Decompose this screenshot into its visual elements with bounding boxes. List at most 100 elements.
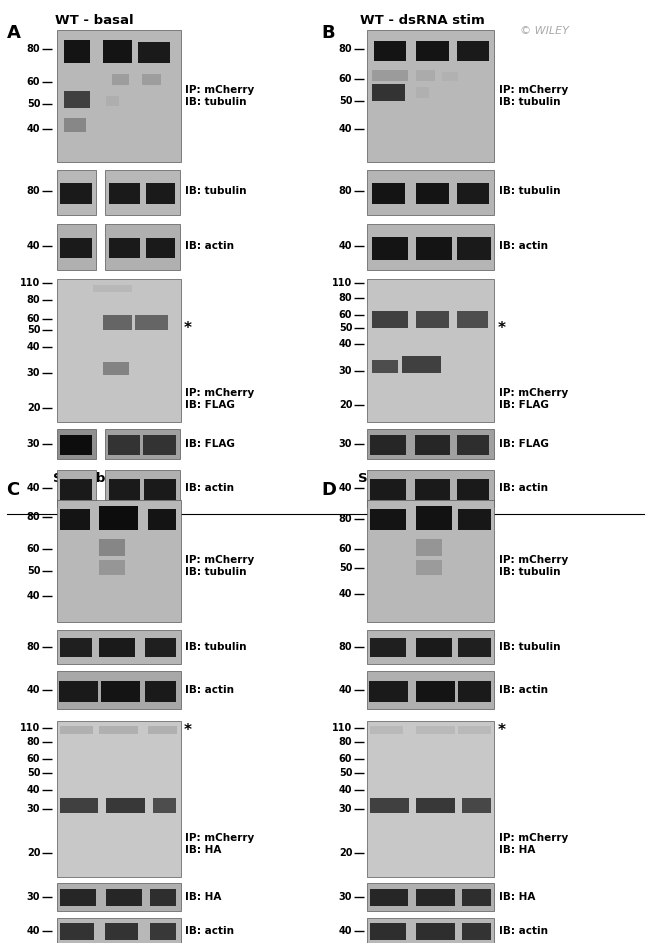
Text: IB: actin: IB: actin — [185, 926, 234, 935]
Text: IB: HA: IB: HA — [185, 892, 222, 902]
Text: *: * — [184, 321, 192, 336]
Text: IB: FLAG: IB: FLAG — [499, 439, 549, 449]
Bar — [105, 170, 180, 215]
Text: 30: 30 — [339, 366, 352, 375]
Bar — [370, 798, 410, 813]
Text: 40: 40 — [339, 241, 352, 251]
Text: 80: 80 — [27, 642, 40, 652]
Text: 40: 40 — [339, 339, 352, 349]
Bar — [109, 183, 140, 204]
Bar — [60, 238, 92, 258]
Bar — [153, 798, 176, 813]
Bar — [60, 889, 96, 906]
Bar — [135, 315, 168, 330]
Bar — [416, 889, 455, 906]
Text: S6E - basal: S6E - basal — [53, 472, 136, 485]
Text: WT - basal: WT - basal — [55, 14, 133, 27]
Text: 20: 20 — [339, 849, 352, 858]
Bar — [367, 883, 494, 911]
Bar — [64, 40, 90, 63]
Bar — [99, 506, 138, 530]
Bar — [60, 726, 93, 734]
Bar — [150, 889, 176, 906]
Text: 60: 60 — [27, 77, 40, 87]
Text: IP: mCherry
IB: FLAG: IP: mCherry IB: FLAG — [499, 389, 568, 409]
Text: IB: actin: IB: actin — [499, 686, 547, 695]
Bar — [416, 70, 436, 81]
Text: IB: tubulin: IB: tubulin — [185, 187, 246, 196]
Bar — [367, 470, 494, 507]
Bar — [370, 509, 406, 530]
Bar — [462, 798, 491, 813]
Text: 30: 30 — [27, 892, 40, 902]
Bar — [103, 362, 129, 375]
Text: IB: actin: IB: actin — [185, 484, 233, 493]
Bar — [60, 798, 98, 813]
Text: IP: mCherry
IB: tubulin: IP: mCherry IB: tubulin — [185, 86, 255, 107]
Text: 40: 40 — [339, 926, 352, 935]
Bar — [372, 84, 405, 101]
Bar — [64, 91, 90, 108]
Bar — [108, 435, 140, 455]
Bar — [457, 41, 489, 61]
Bar — [148, 726, 177, 734]
Text: 40: 40 — [339, 589, 352, 599]
Bar — [416, 311, 448, 328]
Text: IB: tubulin: IB: tubulin — [185, 642, 247, 652]
Bar — [60, 435, 92, 455]
Text: 110: 110 — [332, 723, 352, 733]
Text: 40: 40 — [339, 686, 352, 695]
Bar — [457, 479, 489, 500]
Bar — [99, 638, 135, 657]
Bar — [148, 509, 176, 530]
Bar — [105, 224, 180, 270]
Bar — [57, 721, 181, 877]
Bar — [372, 70, 408, 81]
Text: IB: tubulin: IB: tubulin — [499, 642, 560, 652]
Text: 80: 80 — [27, 512, 40, 521]
Text: 40: 40 — [27, 342, 40, 352]
Bar — [138, 42, 170, 63]
Text: 80: 80 — [339, 642, 352, 652]
Bar — [57, 918, 181, 943]
Bar — [370, 638, 406, 657]
Bar — [372, 311, 408, 328]
Text: IB: actin: IB: actin — [499, 241, 547, 251]
Bar — [416, 798, 455, 813]
Bar — [60, 638, 92, 657]
Bar — [112, 74, 129, 85]
Bar — [106, 96, 119, 106]
Bar — [93, 285, 132, 292]
Bar — [150, 923, 176, 940]
Bar — [57, 279, 181, 422]
Bar — [367, 429, 494, 459]
Text: 50: 50 — [339, 563, 352, 572]
Bar — [367, 170, 494, 215]
Bar — [374, 41, 406, 61]
Text: IB: actin: IB: actin — [499, 484, 547, 493]
Text: 50: 50 — [339, 323, 352, 333]
Bar — [99, 726, 138, 734]
Text: IP: mCherry
IB: FLAG: IP: mCherry IB: FLAG — [185, 389, 255, 409]
Bar — [145, 638, 176, 657]
Bar — [370, 479, 406, 500]
Bar — [416, 41, 448, 61]
Bar — [369, 681, 408, 702]
Text: C: C — [6, 481, 20, 499]
Text: 30: 30 — [27, 439, 40, 449]
Bar — [372, 183, 405, 204]
Bar — [103, 40, 132, 63]
Bar — [101, 681, 140, 702]
Bar — [60, 479, 92, 500]
Text: 110: 110 — [332, 278, 352, 288]
Bar — [457, 311, 488, 328]
Bar — [457, 237, 491, 260]
Bar — [370, 435, 406, 455]
Text: 30: 30 — [339, 804, 352, 814]
Bar — [416, 506, 452, 530]
Bar — [367, 279, 494, 422]
Text: 80: 80 — [339, 514, 352, 523]
Bar — [99, 560, 125, 575]
Text: 50: 50 — [27, 99, 40, 108]
Text: 50: 50 — [27, 566, 40, 575]
